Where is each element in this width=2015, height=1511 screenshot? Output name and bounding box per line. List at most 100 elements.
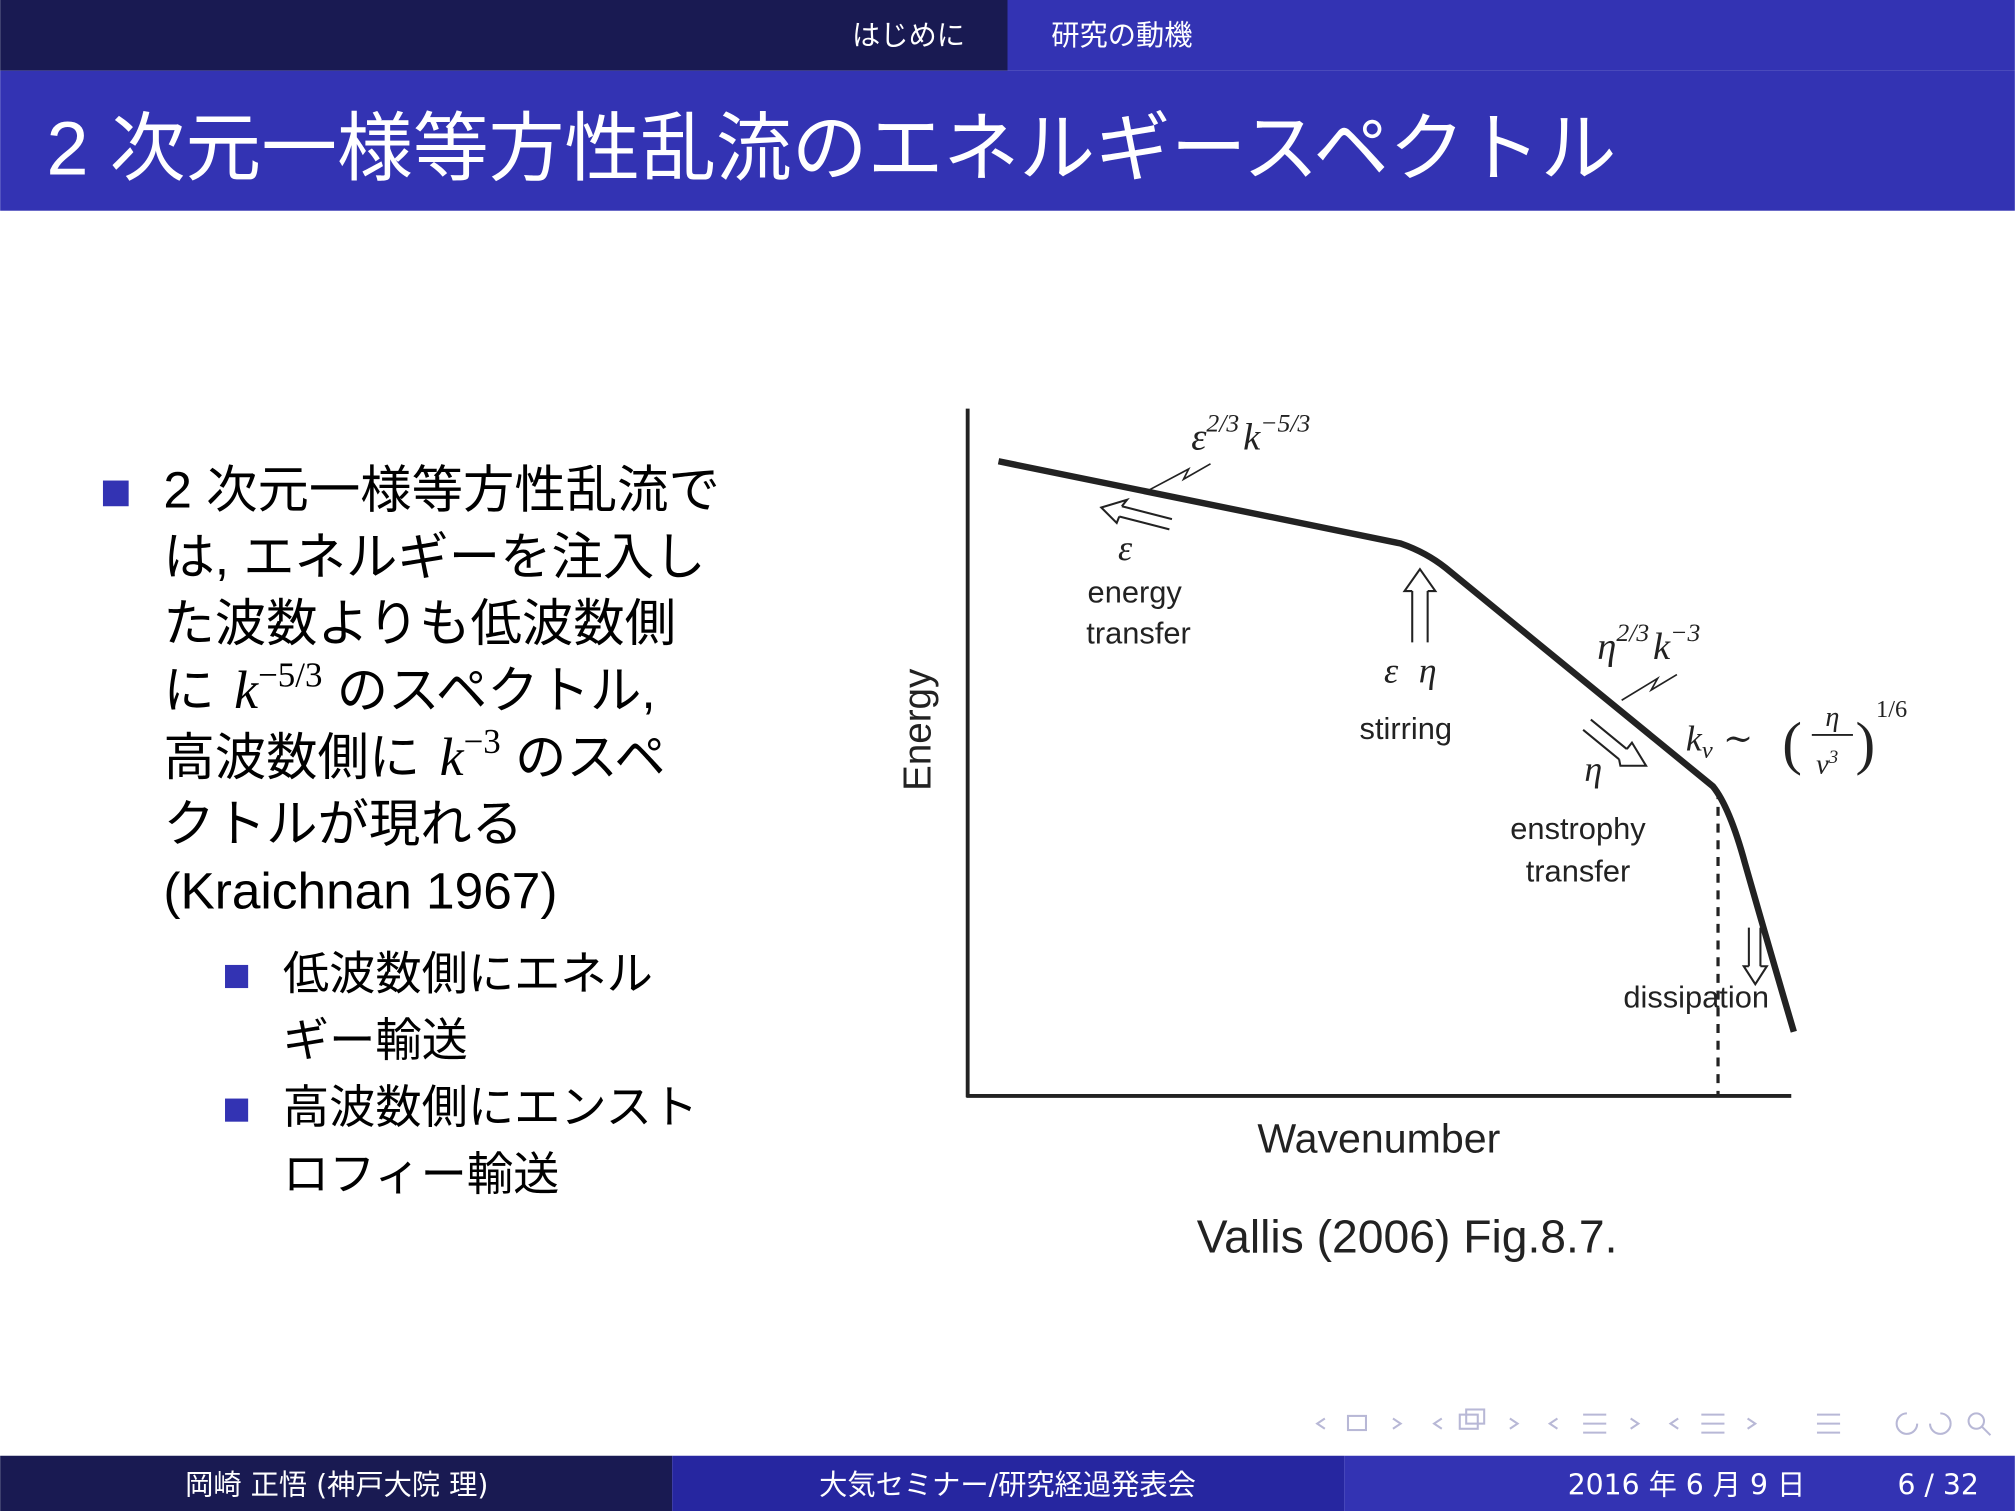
math-symbol: k [234,660,259,720]
text-run: クトルが現れる [163,795,523,853]
figure-label: enstrophy [1510,811,1646,846]
paren: ( [1782,710,1802,776]
nav-icon[interactable] [1967,1412,1986,1430]
nav-icon[interactable] [1895,1412,1919,1435]
nav-icon[interactable] [1816,1413,1841,1434]
spectrum-curve [997,458,1797,1033]
nav-icon[interactable] [1980,1425,1992,1436]
math-sup: −5/3 [1260,409,1310,438]
footer-event: 大気セミナー/研究経過発表会 [819,1468,1196,1501]
figure-label: energy [1088,575,1183,610]
energy-arrow [1099,497,1173,531]
nav-icon[interactable] [1630,1417,1641,1430]
math-symbol: k [440,727,465,787]
axis-label: Energy [896,668,939,791]
nav-icon[interactable] [1668,1417,1679,1430]
math: ε [1384,650,1399,690]
text-run: に [163,661,229,719]
dissipation-arrow [1741,927,1769,987]
nav-icon[interactable] [1315,1417,1326,1430]
text-run: ギー輸送 [283,1014,468,1066]
nav-icon[interactable] [1701,1413,1725,1434]
title-bar [0,70,2015,211]
math-sup: 1/6 [1876,696,1907,723]
text-run: (Kraichnan 1967) [163,861,557,919]
figure-label: stirring [1360,711,1453,746]
nav-icon[interactable] [1929,1412,1952,1435]
nav-icon[interactable] [1509,1417,1520,1430]
pointer [1621,673,1678,701]
figure-label: transfer [1526,853,1631,888]
body-line: ギー輸送 [283,1014,468,1066]
math: ε [1191,417,1207,459]
text-run: ロフィー輸送 [283,1148,560,1200]
footer-middle [672,1455,1345,1511]
nav-icon[interactable] [1465,1408,1486,1425]
nav-icon[interactable] [1346,1414,1368,1432]
nav-section[interactable]: 研究の動機 [1051,19,1192,52]
footer-right [1344,1455,2015,1511]
body-line: に k−5/3 のスペクトル, [163,655,655,720]
figure [965,408,1797,1098]
math: η [1597,626,1616,668]
nav-section[interactable]: はじめに [852,19,965,52]
nav-bar-right [1007,0,2015,71]
math: ∼ [1723,718,1753,758]
nav-bar-left [0,0,1008,71]
sub-bullet [225,964,249,989]
nav-icon[interactable] [1392,1417,1403,1430]
body-line: 低波数側にエネル [283,947,653,999]
body-line: クトルが現れる [163,795,523,853]
body-line: (Kraichnan 1967) [163,861,557,919]
math: k [1243,417,1261,459]
nav-icon[interactable] [1547,1417,1558,1430]
nav-icon[interactable] [1583,1413,1607,1434]
figure-label: transfer [1086,616,1191,651]
stirring-arrow [1402,567,1438,643]
text-run: 低波数側にエネル [283,947,653,999]
law-label: ε2/3 k−5/3 [1191,409,1310,459]
text-run: 2 次元一様等方性乱流で [163,461,720,519]
sub-bullet [225,1098,249,1122]
bullet [102,480,129,507]
body-line: は, エネルギーを注入し [163,527,705,585]
footer-date: 2016 年 6 月 9 日 [1568,1468,1806,1501]
cutoff-label: kν ∼ [1686,718,1753,764]
math-sup: 2/3 [1616,618,1649,647]
nav-symbols[interactable] [1315,1408,1992,1436]
math: k [1686,718,1703,758]
figure-label: dissipation [1623,979,1769,1014]
nav-icon[interactable] [1432,1417,1443,1430]
body-line: 高波数側に k−3 のスペ [163,722,665,787]
flux-label: η [1584,749,1602,789]
math-sup: 2/3 [1206,409,1239,438]
math: η [1419,650,1437,690]
text-run: のスペ [501,728,666,786]
math: η [1825,702,1839,733]
math-sup: −3 [464,722,501,761]
math-sup: 3 [1828,747,1839,768]
math-sup: −3 [1670,618,1700,647]
pointer [1147,463,1211,492]
enstrophy-arrow [1582,718,1648,767]
footer-page: 6 / 32 [1897,1468,1978,1501]
nav-icon[interactable] [1458,1413,1479,1430]
math: k [1653,626,1671,668]
nav-icon[interactable] [1747,1417,1758,1430]
body-line: ロフィー輸送 [283,1148,560,1200]
text-run: 高波数側に [163,728,434,786]
text-run: のスペクトル, [322,661,655,719]
text-run: た波数よりも低波数側 [163,594,676,652]
paren: ) [1856,710,1876,776]
body-line: 高波数側にエンスト [283,1081,698,1133]
math: ν [1816,749,1829,780]
text-run: は, エネルギーを注入し [163,527,705,585]
slide-title: 2 次元一様等方性乱流のエネルギースペクトル [46,107,1616,192]
footer-author: 岡崎 正悟 (神戸大院 理) [185,1468,488,1501]
flux-label: ε [1118,528,1133,568]
body-line: た波数よりも低波数側 [163,594,676,652]
